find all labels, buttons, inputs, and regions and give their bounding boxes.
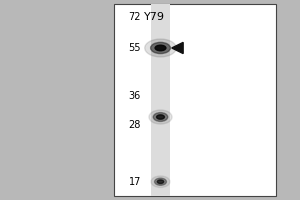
Text: 72: 72: [128, 12, 141, 22]
Ellipse shape: [154, 178, 166, 185]
Polygon shape: [172, 42, 183, 54]
Ellipse shape: [155, 45, 166, 51]
Text: 17: 17: [129, 177, 141, 187]
Text: 55: 55: [128, 43, 141, 53]
Ellipse shape: [157, 180, 164, 184]
Text: 36: 36: [129, 91, 141, 101]
Bar: [151, 4, 170, 196]
Ellipse shape: [149, 110, 172, 124]
Text: 28: 28: [129, 120, 141, 130]
Ellipse shape: [151, 42, 170, 54]
Ellipse shape: [151, 176, 170, 187]
Ellipse shape: [157, 115, 164, 119]
Ellipse shape: [145, 39, 176, 57]
Text: Y79: Y79: [144, 12, 165, 22]
Bar: [114, 4, 276, 196]
Ellipse shape: [153, 113, 168, 121]
